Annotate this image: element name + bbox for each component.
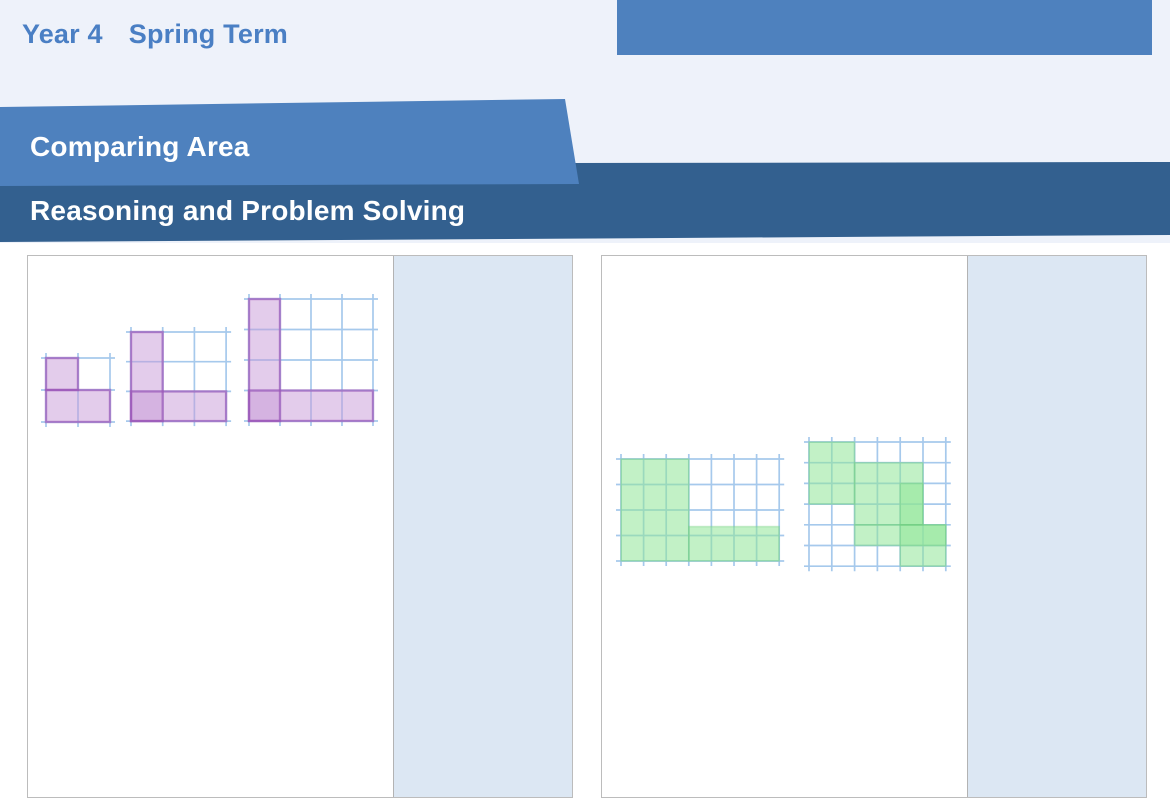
green-shape-left <box>616 454 785 566</box>
purple-l-shape-large <box>244 294 378 426</box>
shapes-card-purple <box>27 255 573 798</box>
title-banner <box>0 99 579 186</box>
header-accent-bar <box>617 0 1152 55</box>
page-title: Comparing Area <box>30 131 250 162</box>
green-shapes-canvas <box>616 437 951 572</box>
purple-l-shape-medium <box>126 327 232 427</box>
answer-panel-right <box>967 256 1146 797</box>
year-label: Year 4 <box>22 19 103 49</box>
term-label: Spring Term <box>128 19 288 49</box>
green-shape-right <box>804 437 951 572</box>
term-header: Year 4 Spring Term <box>22 19 288 50</box>
page-subtitle: Reasoning and Problem Solving <box>30 195 466 226</box>
purple-l-shape-small <box>41 353 115 427</box>
purple-shapes-canvas <box>41 294 378 427</box>
shapes-card-green <box>601 255 1147 798</box>
answer-panel-left <box>393 256 572 797</box>
